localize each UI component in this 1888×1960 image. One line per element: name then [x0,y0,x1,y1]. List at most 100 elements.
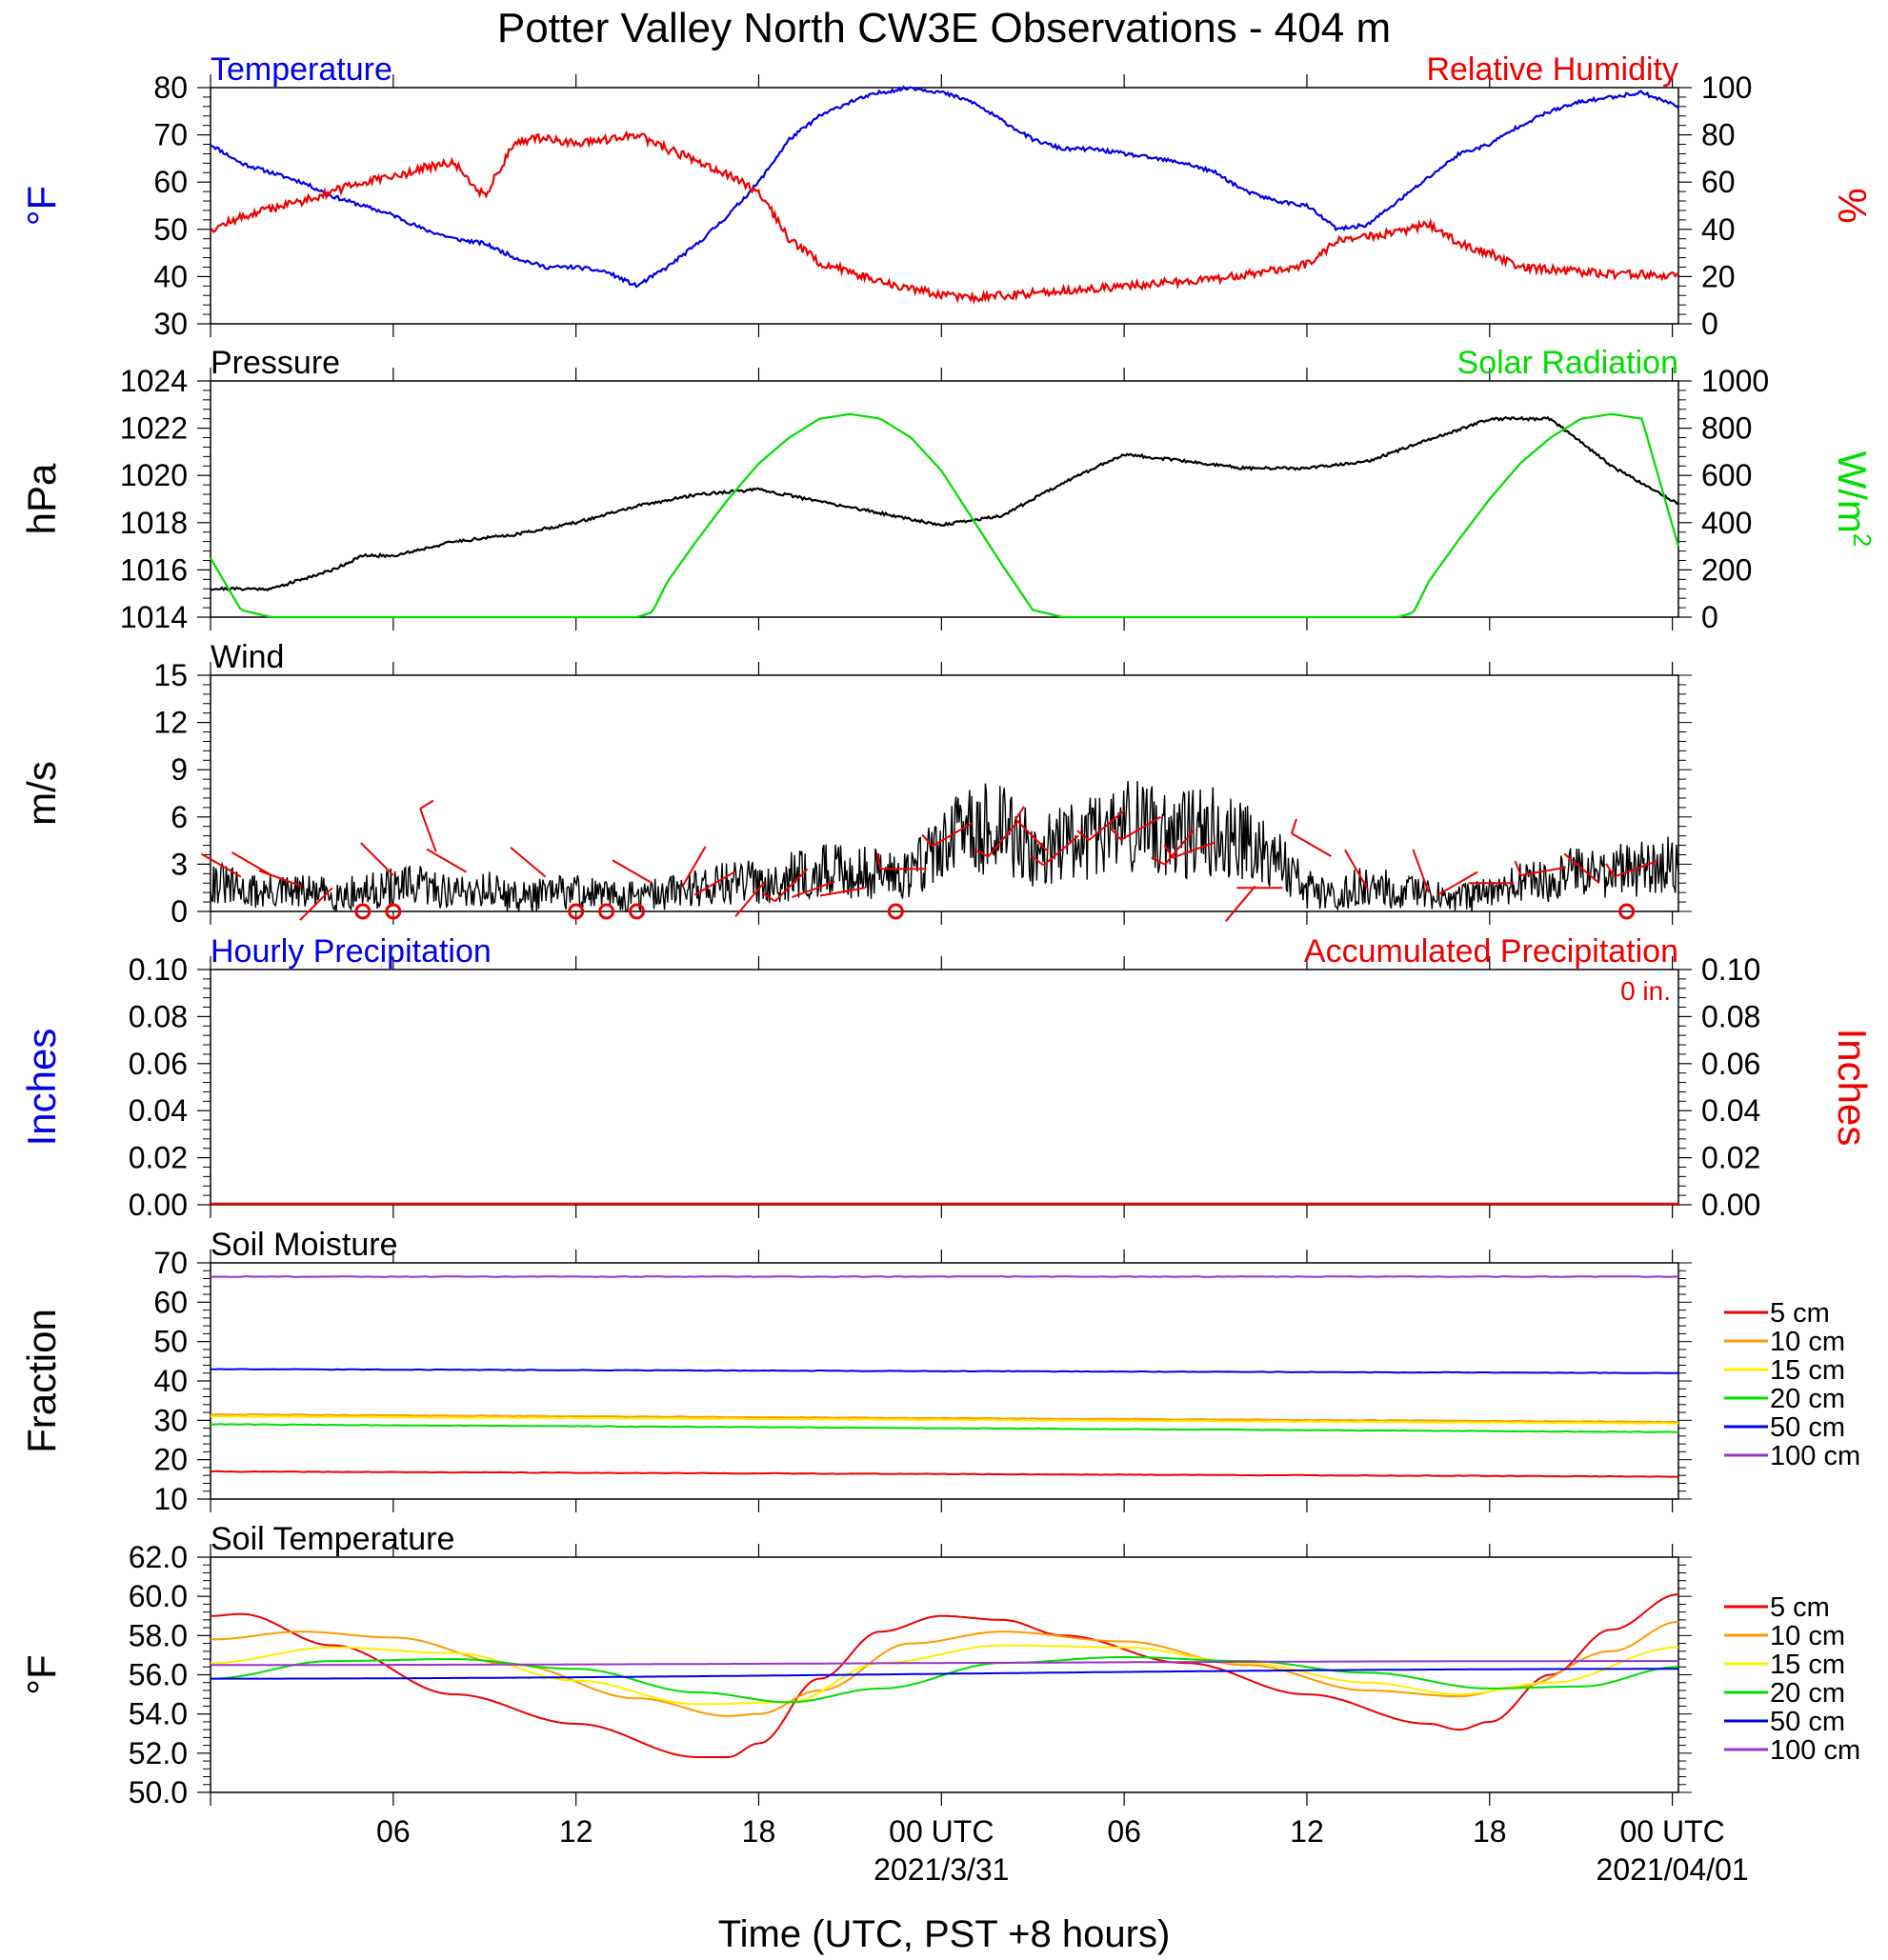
y-tick-label: 1016 [120,552,188,587]
plot-frame [210,87,1679,325]
wind-barb [1172,841,1216,859]
y-tick-label: 50.0 [129,1775,188,1810]
x-axis-label: Time (UTC, PST +8 hours) [718,1913,1171,1955]
wind-barb [299,887,333,921]
plot-frame [210,380,1679,618]
y-tick-label: 58.0 [129,1618,188,1652]
x-tick-label: 06 [1107,1814,1141,1849]
wind-barb [1042,834,1079,867]
y-tick-label: 0.04 [129,1093,188,1128]
wind-barb-flag [1151,856,1166,866]
wind-barb [681,846,707,888]
wind-barb [1344,849,1369,890]
wind-barb [1224,885,1256,922]
wind-barb-flag [419,799,434,810]
legend-label: 15 cm [1770,1650,1845,1680]
wind-barb [1014,818,1049,852]
wind-barb-flag [1076,830,1090,841]
wind-barb [231,851,272,876]
legend-label: 5 cm [1770,1592,1830,1623]
legend-label: 20 cm [1770,1384,1845,1414]
ylabel-superscript: 2 [1848,533,1877,547]
soil-moisture-line [210,1275,1679,1278]
legend-label: 15 cm [1770,1355,1845,1386]
y-tick-label: 0.02 [129,1141,188,1175]
wind-barb [1120,815,1161,841]
soil-temperature-line [210,1620,1679,1717]
wind-barb [791,880,835,898]
y-tick-label: 60 [1701,165,1736,199]
y-tick-label: 0.00 [1701,1188,1760,1222]
x-tick-label: 00 UTC [889,1814,994,1849]
wind-barb-flag [1163,844,1174,859]
wind-title: Wind [211,639,284,675]
y-tick-label: 1000 [1701,364,1769,398]
x-date-label: 2021/3/31 [874,1852,1009,1887]
y-tick-label: 40 [1701,212,1736,247]
y-tick-label: 800 [1701,411,1752,446]
soil-temperature-axis-label: °F [19,1654,64,1694]
y-tick-label: 1014 [120,600,188,634]
y-tick-label: 100 [1701,70,1752,105]
soil-temperature-line [210,1593,1679,1758]
legend-label: 100 cm [1770,1735,1860,1766]
y-tick-label: 60 [153,1285,188,1319]
solar-title: Solar Radiation [1457,345,1678,381]
y-tick-label: 1022 [120,411,188,446]
calm-wind-marker [354,903,372,920]
wind-barb [1291,832,1333,857]
y-tick-label: 600 [1701,458,1752,492]
wind-barb [1412,849,1430,893]
x-tick-label: 00 UTC [1619,1814,1724,1849]
y-tick-label: 20 [153,1443,188,1477]
y-tick-label: 0.06 [129,1047,188,1081]
soil-temperature-title: Soil Temperature [211,1521,454,1557]
y-tick-label: 60.0 [129,1579,188,1613]
plot-frame [210,674,1679,912]
wind-panel: 0 3 6 9 12 15 Wind m/s [19,639,1692,929]
accum-precip-total: 0 in. [1620,976,1671,1006]
wind-barb [1614,860,1657,878]
wind-barb [1088,810,1125,841]
wind-barb [426,848,468,873]
wind-barb-flag [761,891,776,903]
y-tick-label: 200 [1701,552,1752,587]
temperature-series-line [210,85,1679,289]
rh-axis-label: % [1830,188,1875,223]
temperature-rh-panel: 30 40 50 60 70 80 0 20 40 60 80 100 Temperature Relat… [19,51,1875,341]
x-tick-label: 12 [1290,1814,1324,1849]
soil-moisture-line [210,1470,1678,1478]
y-tick-label: 0.06 [1701,1047,1760,1081]
y-tick-label: 0 [1701,600,1718,634]
y-tick-label: 9 [171,752,188,787]
solar-series-line [210,412,1680,619]
hourly-precip-title: Hourly Precipitation [211,933,492,970]
y-tick-label: 30 [153,307,188,341]
legend-label: 5 cm [1770,1298,1830,1329]
wind-barb [693,870,735,896]
wind-barb-flag [1031,854,1045,867]
wind-barb [1164,829,1195,866]
soil-moisture-line [211,1415,1678,1425]
x-tick-label: 18 [1473,1814,1507,1849]
y-tick-label: 20 [1701,259,1736,293]
y-tick-label: 0.04 [1701,1093,1760,1128]
wind-barb-flag [1514,860,1522,876]
wind-axis-label: m/s [19,761,64,826]
wind-barb [510,847,547,878]
rh-series-line [210,130,1679,305]
y-tick-label: 400 [1701,506,1752,540]
y-tick-label: 1018 [120,506,188,540]
y-tick-label: 0 [1701,307,1718,341]
wind-speed-line [210,780,1679,913]
soil-moisture-axis-label: Fraction [19,1309,64,1453]
wind-barb [1436,870,1478,896]
legend-label: 50 cm [1770,1412,1845,1443]
y-tick-label: 1024 [120,364,188,398]
plot-frame [210,1262,1679,1500]
y-tick-label: 80 [1701,118,1736,152]
y-tick-label: 1020 [120,458,188,492]
x-tick-label: 06 [376,1814,411,1849]
